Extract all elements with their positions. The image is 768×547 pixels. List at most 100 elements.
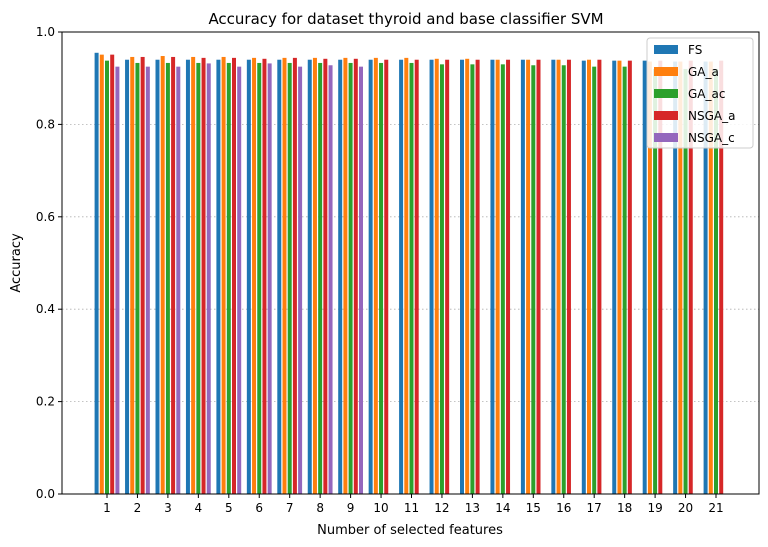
bar-ga-ac (592, 66, 597, 495)
bar-fs (246, 59, 251, 494)
bar-ga-a (130, 56, 135, 495)
bar-ga-a (312, 57, 317, 494)
bar-fs (612, 60, 617, 494)
y-tick-label: 0.4 (36, 302, 55, 316)
bar-nsga-c (145, 66, 150, 495)
y-tick-label: 1.0 (36, 25, 55, 39)
y-tick-label: 0.6 (36, 210, 55, 224)
bar-ga-ac (105, 60, 109, 494)
bar-ga-ac (379, 62, 384, 494)
bar-ga-a (252, 57, 257, 494)
bar-nsga-c (237, 66, 242, 495)
bar-ga-ac (622, 66, 627, 495)
bar-nsga-a (110, 54, 115, 494)
x-tick-label: 20 (678, 501, 693, 515)
bar-fs (368, 59, 373, 494)
x-tick-label: 7 (286, 501, 294, 515)
bar-fs (673, 61, 678, 495)
x-tick-label: 10 (373, 501, 388, 515)
bar-ga-a (556, 59, 561, 494)
legend: FS GA_a GA_ac NSGA_a NSGA_c (646, 37, 754, 149)
bar-nsga-a (384, 59, 389, 494)
bar-ga-ac (135, 62, 140, 494)
legend-swatch (654, 45, 678, 54)
bar-fs (581, 60, 586, 494)
bar-nsga-c (115, 66, 120, 495)
x-axis-title: Number of selected features (317, 523, 503, 538)
bar-ga-ac (165, 62, 170, 494)
bar-fs (94, 52, 99, 494)
bar-nsga-a (536, 59, 541, 494)
bar-nsga-a (171, 56, 176, 495)
bar-nsga-c (267, 63, 272, 494)
x-tick-label: 6 (255, 501, 263, 515)
bar-ga-a (495, 59, 500, 494)
bar-ga-a (587, 59, 591, 494)
bar-fs (125, 59, 130, 494)
y-tick-label: 0.0 (36, 487, 55, 501)
bar-fs (520, 59, 525, 494)
bar-fs (338, 59, 343, 494)
plot-frame (61, 31, 760, 495)
y-axis: 0.0 0.2 0.4 0.6 0.8 1.0 (36, 25, 62, 501)
x-axis: 1 2 3 4 5 6 7 8 9 10 11 12 13 14 15 16 17 18 19 20 21 (103, 494, 724, 515)
x-tick-label: 21 (708, 501, 723, 515)
bar-nsga-c (176, 66, 181, 495)
bar-nsga-c (298, 66, 303, 495)
x-tick-label: 12 (434, 501, 449, 515)
bar-fs (429, 59, 434, 494)
x-tick-label: 14 (495, 501, 510, 515)
x-tick-label: 5 (225, 501, 233, 515)
bar-fs (642, 60, 647, 494)
bar-fs (155, 59, 160, 494)
bar-nsga-a (475, 59, 480, 494)
bar-ga-ac (561, 65, 566, 494)
bar-ga-ac (287, 62, 292, 494)
y-tick-label: 0.2 (36, 395, 55, 409)
x-tick-label: 18 (617, 501, 632, 515)
y-tick-label: 0.8 (36, 117, 55, 131)
bar-ga-ac (531, 65, 536, 494)
x-tick-label: 17 (587, 501, 602, 515)
bar-ga-a (647, 61, 652, 495)
bar-ga-a (678, 61, 683, 495)
bar-nsga-a (292, 57, 297, 494)
bar-ga-a (465, 58, 470, 495)
bar-ga-a (617, 60, 622, 494)
bar-nsga-c (328, 65, 333, 494)
bar-nsga-a (688, 60, 693, 494)
chart-title: Accuracy for dataset thyroid and base cl… (208, 10, 603, 28)
legend-label: NSGA_c (688, 131, 735, 145)
x-tick-label: 8 (316, 501, 324, 515)
bar-nsga-a (414, 59, 419, 494)
bar-nsga-a (353, 58, 358, 495)
legend-label: GA_a (688, 65, 719, 79)
bar-nsga-a (201, 57, 206, 494)
bar-nsga-a (719, 60, 724, 494)
bar-ga-ac (653, 68, 658, 495)
bar-fs (277, 59, 282, 494)
bar-ga-a (221, 56, 226, 495)
bar-ga-a (434, 58, 439, 495)
bar-fs (460, 59, 464, 494)
y-axis-title: Accuracy (9, 233, 24, 293)
bar-nsga-a (658, 60, 663, 494)
bar-ga-a (708, 61, 713, 495)
x-tick-label: 4 (195, 501, 203, 515)
x-tick-label: 1 (103, 501, 111, 515)
bar-nsga-a (323, 58, 328, 495)
bar-ga-ac (348, 62, 353, 494)
bar-ga-ac (439, 64, 444, 494)
legend-swatch (654, 133, 678, 142)
x-tick-label: 15 (526, 501, 541, 515)
bar-ga-ac (714, 68, 718, 495)
bar-fs (551, 59, 556, 494)
legend-label: NSGA_a (688, 109, 735, 123)
bar-ga-a (282, 57, 287, 494)
bar-nsga-a (232, 57, 236, 494)
bar-nsga-a (262, 58, 267, 495)
bar-ga-a (99, 54, 104, 494)
bar-fs (216, 59, 221, 494)
bar-ga-ac (409, 62, 414, 494)
